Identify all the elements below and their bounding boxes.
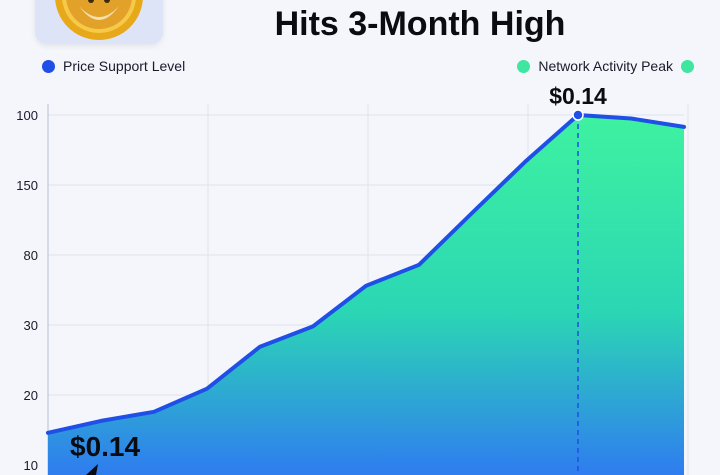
legend-item-network-activity: Network Activity Peak	[517, 58, 694, 74]
start-pointer-arrow	[86, 464, 98, 475]
start-price-label: $0.14	[70, 431, 140, 462]
legend-dot-green-trailing	[681, 59, 694, 73]
annotations: $0.14 $0.14	[70, 83, 607, 475]
logo-card	[35, 0, 163, 44]
legend-label-price-support: Price Support Level	[63, 58, 186, 74]
coin-logo-icon	[55, 0, 143, 40]
y-tick-label: 20	[24, 388, 38, 403]
series-area	[48, 115, 684, 475]
peak-point	[572, 109, 584, 121]
y-tick-label: 10	[24, 458, 38, 473]
y-tick-label: 100	[16, 108, 38, 123]
series-points	[572, 109, 584, 121]
legend-dot-blue	[42, 59, 55, 73]
legend-label-network-activity: Network Activity Peak	[538, 58, 673, 74]
peak-price-label: $0.14	[549, 83, 607, 109]
y-tick-label: 80	[24, 248, 38, 263]
legend-dot-green	[517, 59, 531, 73]
page-title: Hits 3-Month High	[274, 5, 566, 43]
y-axis-ticks: 100 150 80 30 20 10	[16, 108, 38, 473]
legend-item-price-support: Price Support Level	[42, 58, 185, 74]
y-tick-label: 150	[16, 178, 38, 193]
y-tick-label: 30	[24, 318, 38, 333]
